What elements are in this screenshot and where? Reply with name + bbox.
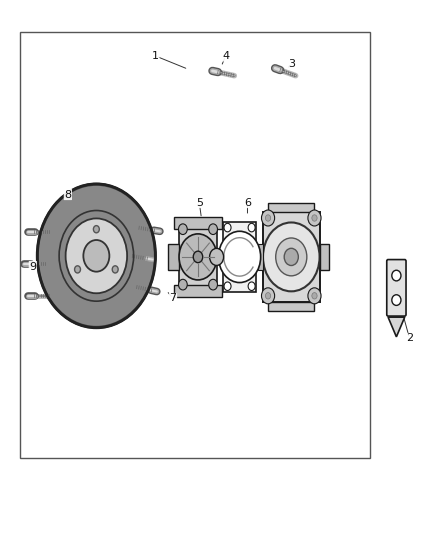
Circle shape (40, 188, 152, 324)
Ellipse shape (392, 270, 401, 281)
Circle shape (58, 209, 134, 302)
Bar (20, 32, 370, 458)
Bar (268, 203, 314, 212)
Bar (180, 225, 217, 289)
Circle shape (49, 198, 144, 314)
Circle shape (39, 186, 154, 326)
Circle shape (50, 199, 143, 312)
Circle shape (193, 251, 203, 263)
Circle shape (209, 248, 224, 265)
Text: 4: 4 (222, 51, 229, 61)
Circle shape (47, 196, 146, 316)
Circle shape (57, 207, 136, 304)
Polygon shape (388, 317, 405, 337)
Text: 6: 6 (244, 198, 251, 207)
Circle shape (179, 279, 187, 290)
Circle shape (219, 231, 261, 282)
Circle shape (276, 238, 307, 276)
Text: 2: 2 (406, 334, 413, 343)
Circle shape (209, 224, 217, 235)
Circle shape (55, 205, 138, 306)
Bar (174, 217, 222, 229)
Text: 5: 5 (196, 198, 203, 207)
Circle shape (112, 266, 118, 273)
Circle shape (83, 240, 110, 272)
Text: 3: 3 (288, 59, 295, 69)
Text: 7: 7 (170, 294, 177, 303)
Circle shape (42, 190, 151, 322)
Text: 8: 8 (64, 190, 71, 199)
Ellipse shape (392, 295, 401, 305)
Circle shape (261, 288, 275, 304)
Circle shape (312, 293, 317, 299)
Circle shape (179, 224, 187, 235)
Bar (168, 244, 180, 270)
Circle shape (45, 193, 148, 318)
Circle shape (209, 279, 217, 290)
FancyBboxPatch shape (387, 260, 406, 316)
Bar (174, 285, 222, 297)
Circle shape (37, 184, 155, 328)
Bar (263, 212, 320, 302)
Circle shape (312, 215, 317, 221)
Circle shape (284, 248, 298, 265)
Circle shape (52, 201, 141, 310)
Circle shape (248, 282, 255, 290)
Circle shape (263, 222, 320, 292)
Circle shape (265, 215, 271, 221)
Circle shape (308, 210, 321, 226)
Circle shape (265, 293, 271, 299)
Text: 9: 9 (29, 262, 36, 271)
Circle shape (53, 204, 139, 308)
Circle shape (60, 211, 133, 301)
Circle shape (179, 234, 217, 280)
Circle shape (224, 223, 231, 232)
Circle shape (44, 192, 149, 320)
Circle shape (248, 223, 255, 232)
Circle shape (93, 225, 99, 233)
Text: 1: 1 (152, 51, 159, 61)
Circle shape (224, 282, 231, 290)
Bar (223, 222, 256, 292)
Circle shape (261, 210, 275, 226)
Bar (320, 244, 329, 270)
Circle shape (74, 266, 81, 273)
Circle shape (66, 219, 127, 293)
Bar (258, 244, 263, 270)
Bar (268, 302, 314, 311)
Circle shape (308, 288, 321, 304)
